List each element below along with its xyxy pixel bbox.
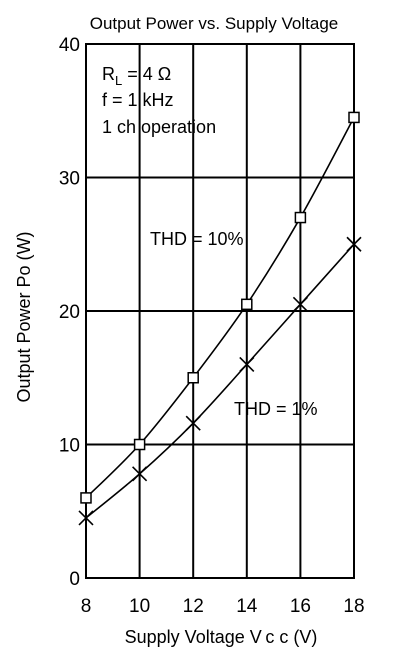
series-1-line <box>85 117 355 499</box>
chart-title: Output Power vs. Supply Voltage <box>90 14 339 33</box>
x-tick-labels: 8 10 12 14 16 18 <box>81 596 365 617</box>
x-tick-label: 18 <box>343 596 364 617</box>
series-2-point-0 <box>78 510 94 526</box>
frequency-note: f = 1 kHz <box>102 90 174 110</box>
x-axis-label: Supply Voltage V c c (V) <box>125 627 318 647</box>
series-2-line <box>85 243 355 519</box>
y-tick-label: 10 <box>59 436 80 457</box>
series-1-point-4 <box>294 211 307 224</box>
y-tick-labels: 0 10 20 30 40 <box>59 35 80 590</box>
y-tick-label: 40 <box>59 35 80 56</box>
x-tick-label: 12 <box>183 596 204 617</box>
rl-subscript: L <box>115 73 122 88</box>
series-1-point-3 <box>241 298 253 311</box>
grid-lines <box>86 44 354 578</box>
series-1-point-2 <box>187 372 199 384</box>
series-1-point-1 <box>133 438 146 451</box>
x-tick-label: 16 <box>290 596 311 617</box>
x-tick-label: 10 <box>129 596 150 617</box>
x-tick-label: 8 <box>81 596 92 617</box>
rl-symbol: R <box>102 64 115 84</box>
conditions-note: RL = 4 Ω f = 1 kHz 1 ch operation <box>102 64 216 137</box>
y-tick-label: 30 <box>59 169 80 190</box>
x-tick-label: 14 <box>236 596 258 617</box>
rl-value: = 4 Ω <box>122 64 171 84</box>
series-2-point-2 <box>185 415 201 431</box>
y-tick-label: 0 <box>69 569 80 590</box>
load-resistance-note: RL = 4 Ω <box>102 64 171 88</box>
series-layer <box>78 111 362 526</box>
series-2-point-4 <box>292 296 308 312</box>
thd-10-label: THD = 10% <box>150 229 244 249</box>
plot-frame <box>85 43 355 579</box>
series-2-point-5 <box>346 236 362 252</box>
thd-1-label: THD = 1% <box>234 399 318 419</box>
y-tick-label: 20 <box>59 302 80 323</box>
series-2-point-1 <box>132 466 148 482</box>
series-1-point-0 <box>80 492 92 504</box>
series-2-point-3 <box>239 356 255 372</box>
series-1-point-5 <box>348 111 360 124</box>
y-axis-label: Output Power Po (W) <box>14 231 34 402</box>
operation-mode-note: 1 ch operation <box>102 117 216 137</box>
